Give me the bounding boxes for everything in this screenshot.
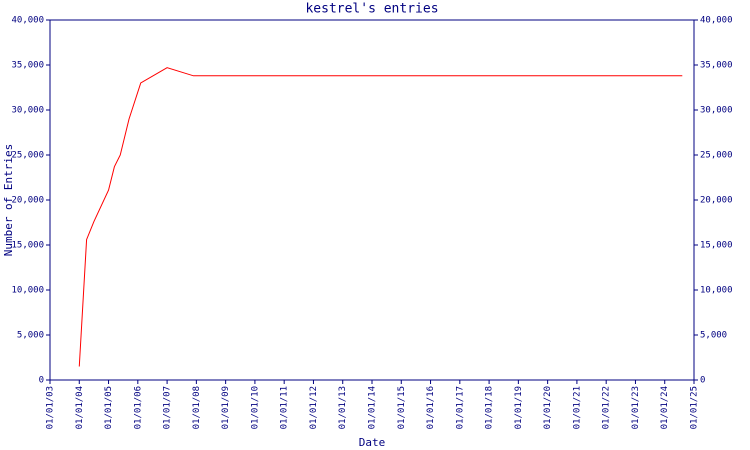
y-tick-label: 0 bbox=[39, 376, 44, 386]
y-tick-label: 5,000 bbox=[17, 331, 44, 341]
y-axis-label: Number of Entries bbox=[2, 144, 15, 257]
x-tick-label: 01/01/10 bbox=[250, 386, 260, 429]
y-tick-label: 35,000 bbox=[11, 61, 44, 71]
x-tick-label: 01/01/08 bbox=[192, 386, 202, 429]
x-tick-label: 01/01/05 bbox=[104, 386, 114, 429]
x-tick-label: 01/01/14 bbox=[368, 386, 378, 429]
x-tick-label: 01/01/04 bbox=[75, 386, 85, 429]
y2-tick-label: 15,000 bbox=[700, 241, 733, 251]
y2-tick-label: 20,000 bbox=[700, 196, 733, 206]
y2-tick-label: 5,000 bbox=[700, 331, 727, 341]
x-tick-label: 01/01/07 bbox=[163, 386, 173, 429]
y-tick-label: 10,000 bbox=[11, 286, 44, 296]
y-tick-label: 30,000 bbox=[11, 106, 44, 116]
x-tick-label: 01/01/09 bbox=[221, 386, 231, 429]
x-tick-label: 01/01/15 bbox=[397, 386, 407, 429]
x-tick-label: 01/01/20 bbox=[543, 386, 553, 429]
x-tick-label: 01/01/22 bbox=[602, 386, 612, 429]
y2-tick-label: 0 bbox=[700, 376, 705, 386]
chart-title: kestrel's entries bbox=[305, 2, 438, 17]
y2-tick-label: 10,000 bbox=[700, 286, 733, 296]
y-tick-label: 20,000 bbox=[11, 196, 44, 206]
plot-frame bbox=[49, 19, 695, 381]
y-tick-label: 15,000 bbox=[11, 241, 44, 251]
y2-tick-label: 40,000 bbox=[700, 16, 733, 26]
x-tick-label: 01/01/24 bbox=[660, 386, 670, 429]
x-tick-label: 01/01/21 bbox=[572, 386, 582, 429]
y-tick-label: 40,000 bbox=[11, 16, 44, 26]
x-tick-label: 01/01/16 bbox=[426, 386, 436, 429]
y2-tick-label: 30,000 bbox=[700, 106, 733, 116]
x-tick-label: 01/01/19 bbox=[514, 386, 524, 429]
x-tick-label: 01/01/12 bbox=[309, 386, 319, 429]
y-tick-label: 25,000 bbox=[11, 151, 44, 161]
x-tick-label: 01/01/13 bbox=[338, 386, 348, 429]
x-tick-label: 01/01/06 bbox=[133, 386, 143, 429]
x-tick-label: 01/01/03 bbox=[46, 386, 56, 429]
data-line bbox=[78, 67, 683, 367]
x-tick-label: 01/01/18 bbox=[485, 386, 495, 429]
x-tick-label: 01/01/23 bbox=[631, 386, 641, 429]
y2-tick-label: 35,000 bbox=[700, 61, 733, 71]
x-axis-label: Date bbox=[359, 436, 386, 449]
x-tick-label: 01/01/17 bbox=[455, 386, 465, 429]
x-tick-label: 01/01/25 bbox=[690, 386, 700, 429]
x-tick-label: 01/01/11 bbox=[280, 386, 290, 429]
y2-tick-label: 25,000 bbox=[700, 151, 733, 161]
